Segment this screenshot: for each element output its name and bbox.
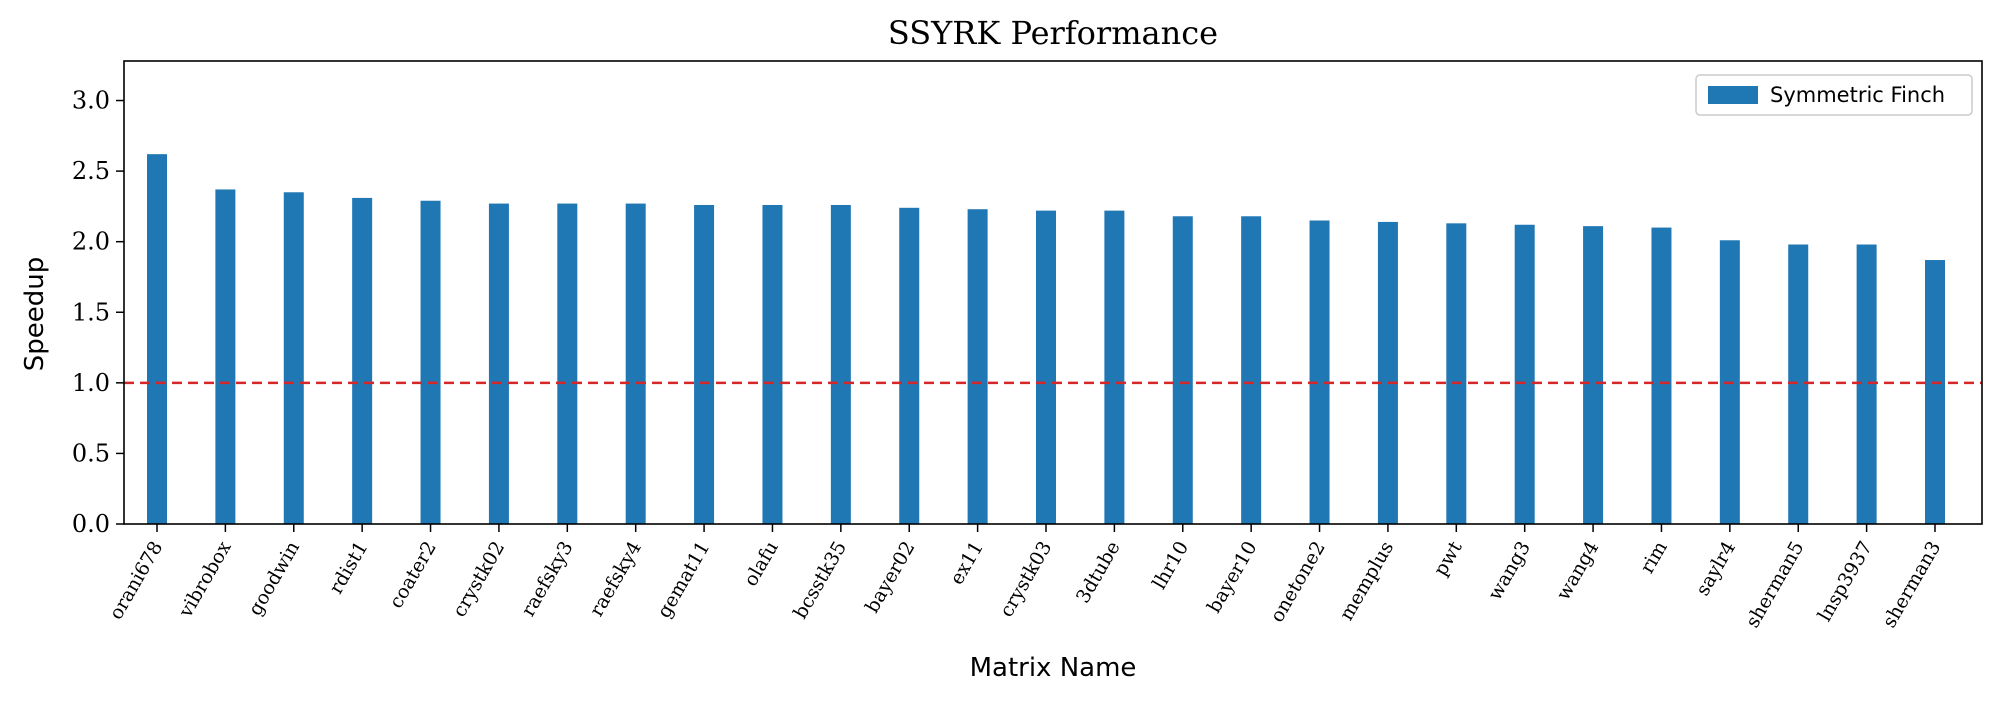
- x-tick-label-memplus: memplus: [1335, 538, 1398, 625]
- x-tick-label-sherman5: sherman5: [1742, 538, 1809, 632]
- bar-raefsky3: [557, 203, 578, 524]
- y-axis-ticks: 0.0 0.5 1.0 1.5 2.0 2.5 3.0: [72, 87, 124, 538]
- bar-bayer10: [1241, 216, 1262, 524]
- bar-lhr10: [1172, 216, 1193, 524]
- bar-wang4: [1583, 226, 1604, 524]
- x-tick-label-pwt: pwt: [1430, 537, 1467, 580]
- bar-orani678: [147, 154, 167, 525]
- y-tick-label: 2.0: [72, 228, 110, 256]
- legend-entry-symmetric-finch: Symmetric Finch: [1770, 83, 1945, 107]
- x-tick-label-bayer02: bayer02: [861, 538, 919, 617]
- bar-crystk02: [488, 203, 509, 524]
- x-tick-label-gemat11: gemat11: [653, 538, 714, 622]
- bar-bayer02: [899, 207, 920, 524]
- legend-box: [1695, 74, 1973, 116]
- bar-rdist1: [352, 197, 373, 525]
- bar-coater2: [420, 200, 441, 524]
- x-tick-label-rdist1: rdist1: [325, 538, 372, 598]
- bar-rim: [1651, 227, 1672, 524]
- y-tick-label: 3.0: [72, 87, 110, 115]
- x-tick-label-ex11: ex11: [946, 538, 988, 589]
- bar-bcsstk35: [830, 204, 851, 525]
- bar-gemat11: [694, 204, 715, 525]
- x-tick-label-lhr10: lhr10: [1148, 538, 1193, 594]
- x-tick-label-lnsp3937: lnsp3937: [1814, 538, 1877, 626]
- bar-wang3: [1514, 224, 1535, 524]
- x-tick-label-bcsstk35: bcsstk35: [789, 538, 851, 623]
- bar-raefsky4: [625, 203, 646, 524]
- y-tick-label: 0.0: [72, 510, 110, 538]
- x-tick-label-bayer10: bayer10: [1203, 538, 1261, 617]
- bar-3dtube: [1104, 210, 1125, 524]
- bar-memplus: [1377, 221, 1398, 525]
- y-tick-label: 1.5: [72, 298, 110, 326]
- bar-lnsp3937: [1856, 244, 1877, 524]
- y-tick-label: 2.5: [72, 157, 110, 185]
- chart-title: SSYRK Performance: [888, 14, 1218, 52]
- x-tick-label-goodwin: goodwin: [244, 538, 304, 620]
- x-tick-label-vibrobox: vibrobox: [174, 537, 236, 622]
- legend: Symmetric Finch: [1695, 74, 1973, 116]
- x-tick-label-sherman3: sherman3: [1878, 538, 1945, 632]
- x-tick-label-onetone2: onetone2: [1266, 538, 1330, 627]
- bar-goodwin: [283, 192, 304, 524]
- x-axis-label: Matrix Name: [970, 653, 1137, 683]
- bar-sherman5: [1788, 244, 1809, 524]
- x-tick-label-wang3: wang3: [1484, 538, 1535, 605]
- x-tick-label-coater2: coater2: [385, 538, 441, 613]
- x-tick-label-crystk02: crystk02: [448, 538, 509, 621]
- y-axis-label: Speedup: [20, 257, 50, 372]
- x-tick-label-rim: rim: [1636, 538, 1672, 578]
- bar-crystk03: [1036, 210, 1056, 524]
- legend-swatch: [1708, 86, 1758, 104]
- x-tick-label-wang4: wang4: [1552, 538, 1603, 605]
- bar-pwt: [1446, 223, 1467, 524]
- x-axis-ticks: orani678 vibrobox goodwin rdist1 coater2 crys…: [105, 524, 1945, 632]
- x-tick-label-3dtube: 3dtube: [1072, 538, 1125, 607]
- x-tick-label-saylr4: saylr4: [1692, 538, 1741, 600]
- y-tick-label: 0.5: [72, 439, 110, 467]
- plot-frame: [123, 60, 1983, 525]
- x-tick-label-raefsky3: raefsky3: [517, 538, 577, 621]
- x-tick-label-crystk03: crystk03: [996, 538, 1057, 621]
- x-tick-label-olafu: olafu: [740, 538, 783, 591]
- bar-olafu: [762, 204, 783, 525]
- bar-ex11: [967, 209, 988, 524]
- bar-group: [147, 154, 1945, 525]
- bar-sherman3: [1925, 260, 1945, 524]
- bar-vibrobox: [215, 189, 236, 524]
- x-tick-label-raefsky4: raefsky4: [586, 538, 646, 621]
- y-tick-label: 1.0: [72, 369, 110, 397]
- x-tick-label-orani678: orani678: [105, 538, 167, 624]
- bar-onetone2: [1309, 220, 1330, 524]
